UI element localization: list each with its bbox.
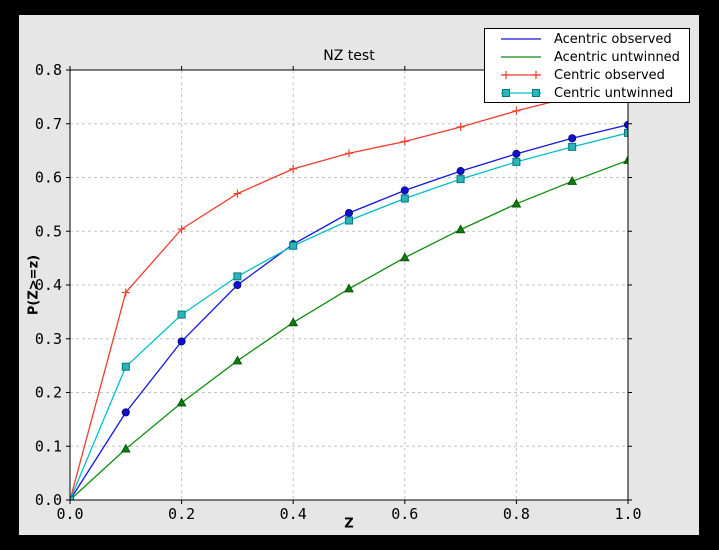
data-point-marker bbox=[400, 186, 409, 195]
data-point-marker bbox=[623, 155, 628, 164]
data-point-marker bbox=[400, 194, 409, 203]
data-point-marker bbox=[456, 175, 465, 184]
y-tick-label: 0.3 bbox=[35, 330, 62, 348]
series-acentric-observed bbox=[70, 120, 628, 500]
data-point-marker bbox=[624, 128, 628, 137]
data-point-marker bbox=[567, 176, 578, 185]
data-point-marker bbox=[233, 272, 242, 281]
data-point-marker bbox=[288, 317, 299, 327]
data-point-marker bbox=[344, 283, 354, 293]
y-tick-label: 0.4 bbox=[35, 276, 62, 294]
figure-canvas: 0.0 0.2 0.4 0.6 0.8 1.0 0.0 0.1 0.2 0.3 0.4 0.5 0.6 0… bbox=[19, 15, 699, 535]
data-point-marker bbox=[177, 310, 186, 319]
y-tick-label: 0.7 bbox=[35, 115, 62, 133]
legend-item-acentric-observed: Acentric observed bbox=[485, 30, 689, 48]
x-axis-label: Z bbox=[344, 516, 354, 532]
legend-sample-line bbox=[501, 38, 541, 40]
y-tick-label: 0.2 bbox=[35, 384, 62, 402]
y-tick-label: 0.5 bbox=[35, 222, 62, 240]
legend-sample-line bbox=[501, 56, 541, 58]
plot-svg: 0.0 0.2 0.4 0.6 0.8 1.0 0.0 0.1 0.2 0.3 0.4 0.5 0.6 0… bbox=[35, 61, 642, 523]
legend-label: Centric observed bbox=[554, 67, 665, 83]
data-point-marker bbox=[121, 408, 130, 417]
x-tick-label: 0.4 bbox=[280, 505, 307, 523]
legend: Acentric observed Acentric untwinned Centr… bbox=[484, 28, 690, 103]
data-point-marker bbox=[568, 142, 577, 151]
data-point-marker bbox=[232, 355, 243, 365]
data-point-marker bbox=[568, 134, 577, 143]
series-acentric-untwinned bbox=[70, 155, 628, 500]
legend-sample-line bbox=[501, 89, 541, 97]
y-tick-label: 0.0 bbox=[35, 491, 62, 509]
data-point-marker bbox=[120, 443, 131, 453]
data-point-marker bbox=[176, 397, 187, 407]
legend-label: Acentric observed bbox=[554, 31, 672, 47]
data-point-marker bbox=[502, 89, 510, 97]
legend-label: Acentric untwinned bbox=[554, 49, 680, 65]
legend-item-centric-observed: Centric observed bbox=[485, 66, 689, 84]
legend-sample-line bbox=[501, 71, 541, 79]
y-axis-label: P(Z>=z) bbox=[26, 254, 42, 316]
data-point-marker bbox=[624, 120, 628, 129]
y-tick-label: 0.1 bbox=[35, 437, 62, 455]
x-tick-label: 0.2 bbox=[168, 505, 195, 523]
legend-item-centric-untwinned: Centric untwinned bbox=[485, 84, 689, 102]
series-centric-untwinned bbox=[70, 128, 628, 500]
data-point-marker bbox=[399, 252, 410, 262]
data-point-marker bbox=[233, 280, 242, 289]
data-point-marker bbox=[512, 157, 521, 166]
data-point-marker bbox=[511, 198, 522, 208]
data-point-marker bbox=[512, 149, 521, 158]
legend-item-acentric-untwinned: Acentric untwinned bbox=[485, 48, 689, 66]
data-point-marker bbox=[177, 337, 186, 346]
data-point-marker bbox=[532, 89, 540, 97]
x-tick-label: 0.8 bbox=[503, 505, 530, 523]
data-point-marker bbox=[455, 224, 466, 234]
data-point-marker bbox=[345, 216, 353, 225]
legend-label: Centric untwinned bbox=[554, 85, 674, 101]
data-point-marker bbox=[289, 241, 298, 250]
data-point-marker bbox=[344, 208, 353, 217]
data-point-marker bbox=[121, 362, 130, 371]
x-tick-label: 0.0 bbox=[56, 505, 83, 523]
y-tick-label: 0.8 bbox=[35, 61, 62, 79]
series-centric-observed bbox=[70, 80, 628, 500]
x-tick-label: 0.6 bbox=[391, 505, 418, 523]
data-point-marker bbox=[70, 496, 74, 500]
axes-border bbox=[69, 69, 629, 501]
data-point-marker bbox=[456, 167, 465, 176]
x-tick-label: 1.0 bbox=[614, 505, 641, 523]
chart-title: NZ test bbox=[323, 48, 375, 64]
y-tick-label: 0.6 bbox=[35, 169, 62, 187]
